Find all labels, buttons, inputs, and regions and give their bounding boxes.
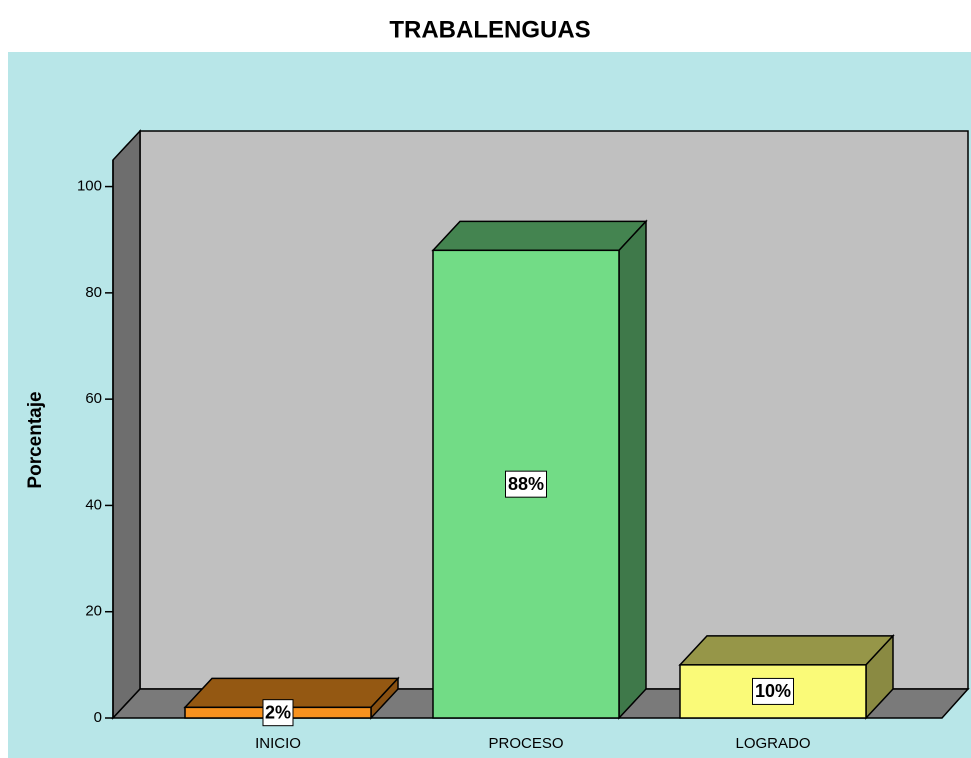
y-tick-label: 0 — [94, 709, 102, 726]
y-axis-label: Porcentaje — [25, 391, 46, 488]
value-label: 88% — [508, 474, 544, 494]
y-tick-label: 80 — [85, 284, 102, 301]
value-label-box — [752, 677, 794, 705]
y-tick-label: 60 — [85, 390, 102, 407]
left-wall — [112, 129, 141, 720]
y-tick-label: 100 — [77, 178, 102, 195]
x-tick-label: PROCESO — [488, 735, 563, 752]
chart-title: TRABALENGUAS — [389, 16, 590, 43]
x-tick-label: LOGRADO — [735, 735, 810, 752]
value-label-box — [505, 470, 547, 498]
value-label-box — [262, 699, 294, 727]
y-tick-label: 20 — [85, 603, 102, 620]
bar-side — [618, 219, 647, 720]
bar-top — [678, 635, 895, 666]
y-tick-label: 40 — [85, 496, 102, 513]
value-label: 2% — [265, 702, 291, 722]
x-tick-label: INICIO — [255, 735, 301, 752]
value-label: 10% — [755, 681, 791, 701]
bar-top — [431, 220, 648, 252]
